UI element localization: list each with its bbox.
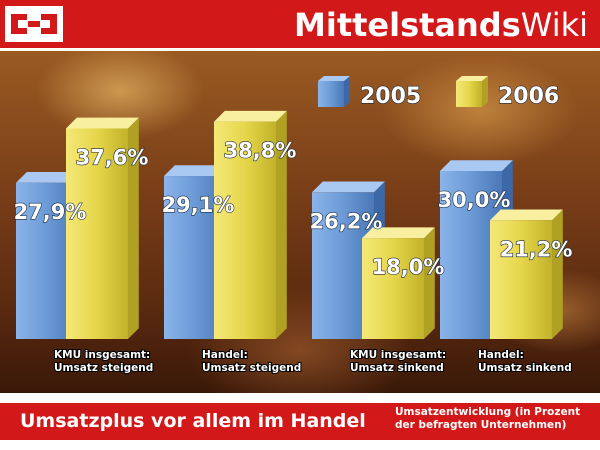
bar-front	[214, 121, 276, 339]
legend-item-2005: 2005	[318, 76, 422, 110]
note-line-1: Umsatzentwicklung (in Prozent	[395, 406, 581, 418]
bar-top	[312, 181, 385, 193]
legend-swatch-top	[456, 76, 488, 81]
bar-top	[490, 209, 563, 221]
header-divider	[0, 48, 600, 51]
category-label-1: Handel: Umsatz steigend	[202, 349, 301, 374]
bottom-strip	[0, 440, 600, 450]
bar-side	[128, 117, 139, 339]
footer-bar: Umsatzplus vor allem im Handel Umsatzent…	[0, 403, 600, 440]
bar-side	[424, 227, 435, 339]
bar-2006-3	[490, 209, 563, 339]
category-label-line: Umsatz sinkend	[478, 362, 572, 374]
chart-subtitle: Umsatzplus vor allem im Handel	[20, 410, 366, 432]
legend-label-2005: 2005	[360, 84, 421, 109]
data-label-2005-2: 26,2%	[310, 209, 383, 233]
bar-chart: 27,9%37,6%KMU insgesamt: Umsatz steigend2…	[13, 76, 573, 375]
data-label-2006-0: 37,6%	[76, 145, 149, 169]
category-label-line: KMU insgesamt:	[54, 349, 150, 361]
data-label-2005-1: 29,1%	[162, 193, 235, 217]
data-label-2006-1: 38,8%	[224, 139, 297, 163]
bar-top	[362, 227, 435, 239]
data-label-2005-0: 27,9%	[14, 200, 87, 224]
data-label-2006-2: 18,0%	[372, 255, 445, 279]
logo-icon	[5, 6, 63, 42]
bar-front	[490, 220, 552, 339]
legend-swatch-top	[318, 76, 350, 81]
bar-side	[552, 209, 563, 339]
legend-label-2006: 2006	[498, 84, 559, 109]
category-label-line: Umsatz steigend	[202, 362, 301, 374]
bar-top	[214, 110, 287, 122]
category-label-3: Handel: Umsatz sinkend	[478, 349, 572, 374]
bar-2006-1	[214, 110, 287, 339]
footer-gap	[0, 393, 600, 403]
note-line-2: der befragten Unternehmen)	[395, 419, 567, 431]
bar-2006-2	[362, 227, 435, 339]
bar-front	[66, 128, 128, 339]
category-label-line: Umsatz steigend	[54, 362, 153, 374]
brand-light: Wiki	[520, 6, 588, 44]
legend-swatch	[456, 81, 482, 107]
legend-swatch-side	[482, 76, 488, 107]
category-label-line: Handel:	[202, 349, 248, 361]
legend-swatch	[318, 81, 344, 107]
brand-bold: Mittelstands	[294, 6, 521, 44]
legend-item-2006: 2006	[456, 76, 560, 110]
brand-wordmark: MittelstandsWiki	[294, 5, 588, 45]
category-label-line: Handel:	[478, 349, 524, 361]
bar-side	[276, 110, 287, 339]
chart-note: Umsatzentwicklung (in Prozent der befrag…	[395, 406, 595, 432]
legend-swatch-side	[344, 76, 350, 107]
bar-top	[440, 160, 513, 171]
header-bar: MittelstandsWiki	[0, 0, 600, 48]
category-label-2: KMU insgesamt: Umsatz sinkend	[350, 349, 446, 374]
bar-front	[362, 238, 424, 339]
bar-top	[66, 117, 139, 129]
data-label-2006-3: 21,2%	[500, 237, 573, 261]
category-label-0: KMU insgesamt: Umsatz steigend	[54, 349, 153, 374]
category-label-line: Umsatz sinkend	[350, 362, 444, 374]
legend: 2005 2006	[318, 76, 560, 110]
data-label-2005-3: 30,0%	[438, 188, 511, 212]
category-label-line: KMU insgesamt:	[350, 349, 446, 361]
bar-2006-0	[66, 117, 139, 339]
chart-plot-area: 27,9% 37,6% KMU insgesamt: Umsatz steigend 2…	[0, 51, 600, 393]
